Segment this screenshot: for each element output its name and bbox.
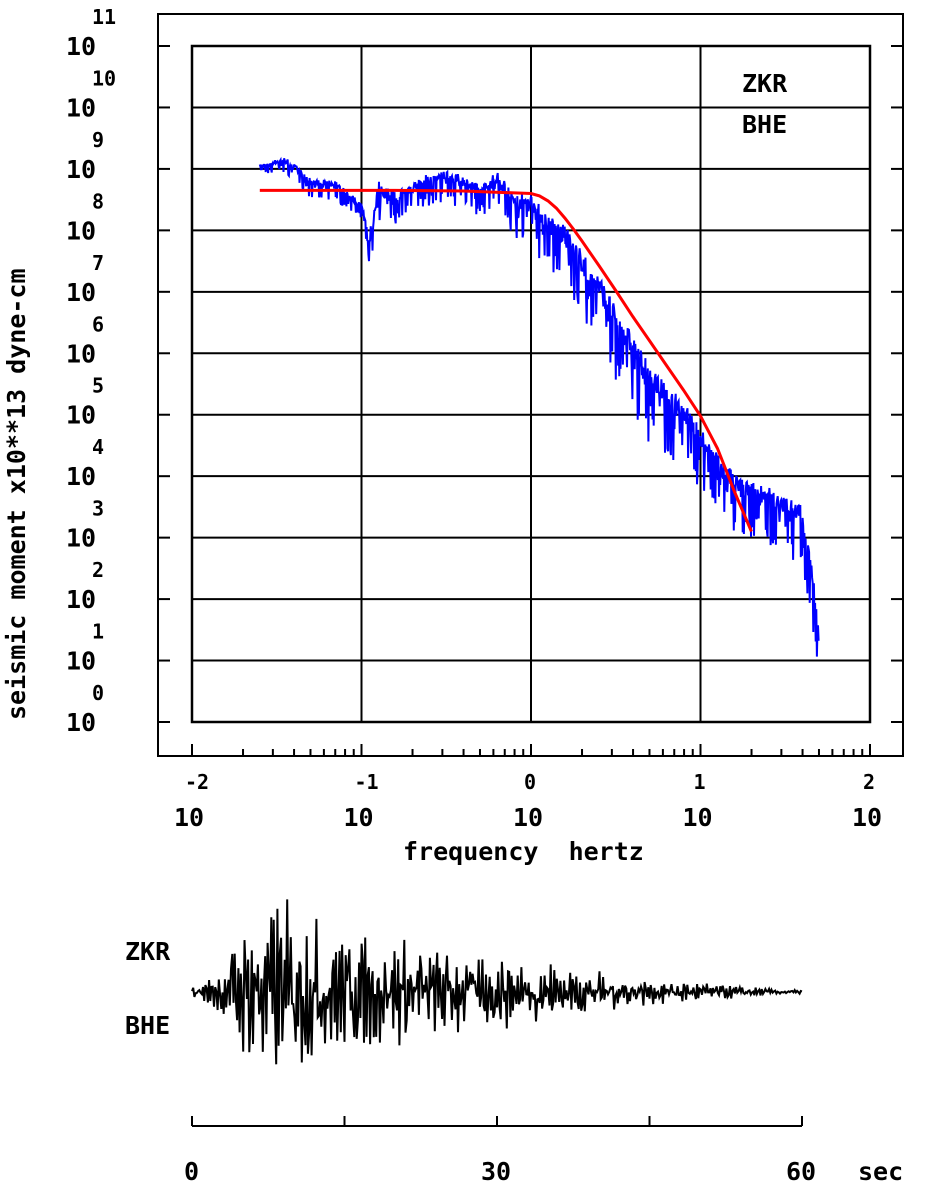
legend-station: ZKR <box>742 69 788 98</box>
y-tick-base: 10 <box>66 462 96 491</box>
y-axis-label: seismic moment x10**13 dyne-cm <box>2 268 31 720</box>
y-tick-exponent: 8 <box>92 189 104 213</box>
time-axis: 0 30 60 <box>184 1116 816 1184</box>
time-tick-label: 30 <box>481 1157 511 1184</box>
y-tick-exponent: 6 <box>92 312 104 336</box>
x-tick-exponent: -1 <box>355 770 379 794</box>
time-tick-label: 60 <box>786 1157 816 1184</box>
x-tick-base: 10 <box>852 803 882 832</box>
x-tick-exponent: 1 <box>694 770 706 794</box>
y-tick-base: 10 <box>66 93 96 122</box>
y-tick-base: 10 <box>66 647 96 676</box>
y-tick-base: 10 <box>66 278 96 307</box>
x-tick-base: 10 <box>344 803 374 832</box>
y-tick-exponent: 4 <box>92 435 104 459</box>
y-tick-labels: 10 0 10 1 10 2 10 3 10 4 10 5 10 6 10 7 10 8 10 9 10 10 10 11 <box>66 5 116 737</box>
x-tick-base: 10 <box>683 803 713 832</box>
x-tick-base: 10 <box>174 803 204 832</box>
time-tick-label: 0 <box>184 1157 199 1184</box>
y-tick-exponent: 1 <box>92 620 104 644</box>
y-tick-exponent: 7 <box>92 251 104 275</box>
y-tick-base: 10 <box>66 216 96 245</box>
x-tick-exponent: -2 <box>185 770 209 794</box>
model-fit-line <box>259 188 753 533</box>
y-tick-exponent: 3 <box>92 497 104 521</box>
y-tick-base: 10 <box>66 339 96 368</box>
legend-component: BHE <box>742 110 787 139</box>
waveform-station-label: ZKR <box>125 937 171 966</box>
y-tick-base: 10 <box>66 708 96 737</box>
y-tick-exponent: 5 <box>92 374 104 398</box>
y-tick-exponent: 0 <box>92 681 104 705</box>
y-tick-base: 10 <box>66 155 96 184</box>
grid-lines <box>192 46 870 722</box>
x-tick-exponent: 2 <box>863 770 875 794</box>
waveform-plot: ZKR BHE 0 30 60 sec <box>125 899 903 1184</box>
y-tick-base: 10 <box>66 401 96 430</box>
y-tick-exponent: 9 <box>92 128 104 152</box>
time-unit-label: sec <box>858 1157 903 1184</box>
seismogram-line <box>191 899 803 1065</box>
y-tick-exponent: 2 <box>92 558 104 582</box>
x-axis-label: frequency hertz <box>403 837 644 866</box>
y-tick-exponent: 10 <box>92 66 116 90</box>
spectrum-series <box>258 156 820 657</box>
axis-ticks <box>158 45 903 756</box>
x-tick-base: 10 <box>513 803 543 832</box>
x-tick-labels: 10 -2 10 -1 10 0 10 1 10 2 <box>174 770 882 832</box>
y-tick-base: 10 <box>66 524 96 553</box>
waveform-component-label: BHE <box>125 1011 170 1040</box>
waveform-trace <box>191 899 803 1065</box>
y-tick-base: 10 <box>66 32 96 61</box>
y-tick-exponent: 11 <box>92 5 116 29</box>
x-tick-exponent: 0 <box>524 770 536 794</box>
y-tick-base: 10 <box>66 585 96 614</box>
observed-spectrum-line <box>258 156 820 657</box>
